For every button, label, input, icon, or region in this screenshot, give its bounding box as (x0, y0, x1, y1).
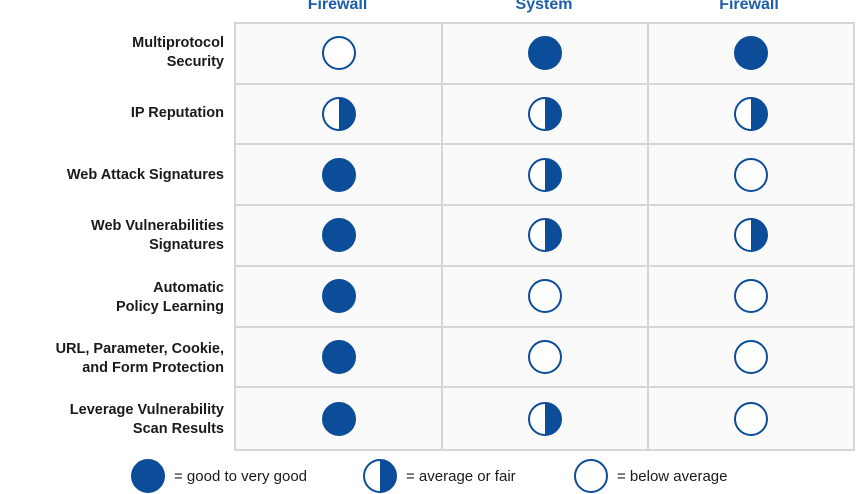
rating-full-icon (321, 339, 356, 374)
legend-full-icon (131, 459, 165, 493)
legend-item: = good to very good (130, 459, 308, 493)
rating-full-icon (528, 36, 562, 71)
rating-cell (236, 388, 443, 449)
rating-cell (236, 266, 443, 328)
rating-cell (649, 267, 853, 328)
rating-full-icon (734, 36, 768, 71)
rating-cell (236, 84, 443, 146)
rating-half-icon (528, 218, 562, 253)
rating-half-icon (734, 218, 768, 253)
rating-cell (236, 327, 443, 389)
row-label-line: Automatic (153, 279, 224, 296)
column-header: System (515, 0, 573, 13)
legend-label: = good to very good (174, 467, 308, 485)
row-label-line: IP Reputation (130, 105, 224, 122)
rating-cell (443, 388, 649, 449)
rating-half-icon (528, 97, 562, 132)
row-label-line: and Form Protection (82, 360, 224, 377)
rating-full-icon (321, 279, 356, 314)
rating-cell (649, 388, 853, 449)
rating-half-icon (321, 97, 356, 132)
rating-cell (443, 327, 649, 389)
row-label-line: Multiprotocol (132, 34, 224, 51)
row-label: Automatic Policy Learning (0, 267, 224, 328)
rating-cell (443, 24, 649, 85)
rating-full-icon (321, 401, 356, 436)
rating-cell (236, 206, 443, 267)
rating-half-icon (528, 157, 562, 192)
legend-item: = average or fair (362, 459, 516, 493)
row-label-line: Security (166, 53, 224, 70)
row-label-line: Web Vulnerabilities (91, 218, 224, 235)
rating-full-icon (321, 218, 356, 253)
row-label: IP Reputation (0, 83, 224, 144)
row-label-line: Scan Results (132, 421, 224, 438)
rating-empty-icon (528, 279, 562, 314)
rating-grid (234, 22, 855, 451)
legend-item: = below average (573, 459, 728, 493)
row-label: URL, Parameter, Cookie, and Form Protecti… (0, 328, 224, 389)
legend-label: = average or fair (406, 467, 516, 485)
rating-cell (649, 328, 853, 389)
rating-empty-icon (528, 339, 562, 374)
rating-empty-icon (321, 36, 356, 71)
rating-cell (443, 206, 649, 267)
rating-empty-icon (734, 279, 768, 314)
rating-empty-icon (734, 339, 768, 374)
rating-cell (443, 266, 649, 328)
row-label-line: URL, Parameter, Cookie, (55, 341, 224, 358)
column-header: Firewall (719, 0, 779, 13)
rating-empty-icon (734, 401, 768, 436)
rating-cell (649, 24, 853, 85)
legend-half-icon (363, 459, 397, 493)
rating-cell (236, 24, 443, 85)
rating-cell (649, 85, 853, 146)
rating-half-icon (734, 97, 768, 132)
row-label-line: Signatures (149, 237, 224, 254)
row-label-line: Leverage Vulnerability (69, 402, 224, 419)
row-label: Web Vulnerabilities Signatures (0, 206, 224, 267)
row-label-line: Web Attack Signatures (66, 166, 224, 183)
rating-cell (443, 145, 649, 207)
rating-full-icon (321, 157, 356, 192)
rating-cell (649, 206, 853, 267)
rating-cell (649, 145, 853, 207)
rating-cell (236, 145, 443, 207)
rating-cell (443, 84, 649, 146)
row-label-line: Policy Learning (116, 298, 224, 315)
rating-empty-icon (734, 157, 768, 192)
column-header: Firewall (307, 0, 368, 13)
legend-empty-icon (574, 459, 608, 493)
legend-label: = below average (617, 467, 728, 485)
row-label: Multiprotocol Security (0, 22, 224, 83)
row-label: Web Attack Signatures (0, 145, 224, 206)
row-label: Leverage Vulnerability Scan Results (0, 390, 224, 451)
rating-half-icon (528, 401, 562, 436)
